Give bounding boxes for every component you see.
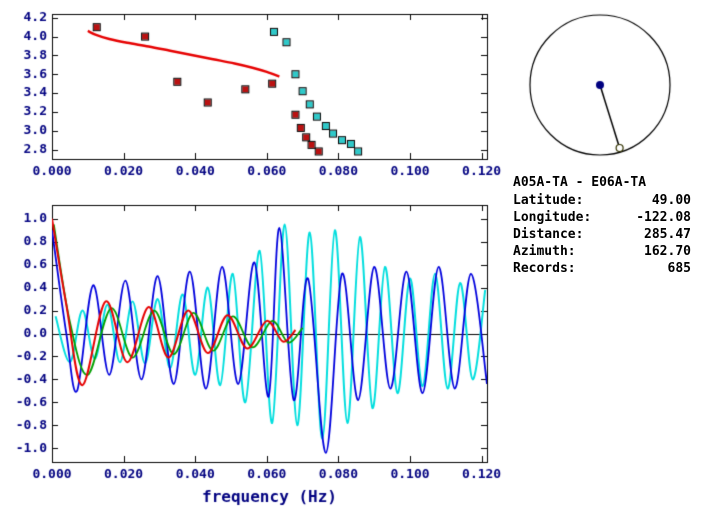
- azimuth-compass: [505, 3, 702, 173]
- dispersion-plot[interactable]: [0, 0, 520, 195]
- info-value: -122.08: [636, 210, 691, 225]
- info-row-records: Records: 685: [513, 260, 691, 277]
- station-pair-title: A05A-TA - E06A-TA: [513, 175, 647, 190]
- info-label: Latitude:: [513, 193, 584, 208]
- info-value: 285.47: [644, 227, 691, 242]
- info-value: 162.70: [644, 244, 691, 259]
- info-label: Azimuth:: [513, 244, 576, 259]
- info-row-longitude: Longitude: -122.08: [513, 209, 691, 226]
- info-value: 49.00: [651, 193, 691, 208]
- info-row-azimuth: Azimuth: 162.70: [513, 243, 691, 260]
- info-label: Records:: [513, 261, 576, 276]
- info-label: Distance:: [513, 227, 584, 242]
- info-row-distance: Distance: 285.47: [513, 226, 691, 243]
- spectrum-plot[interactable]: [0, 195, 540, 519]
- info-label: Longitude:: [513, 210, 592, 225]
- info-value: 685: [667, 261, 691, 276]
- info-row-latitude: Latitude: 49.00: [513, 192, 691, 209]
- pair-info-panel: A05A-TA - E06A-TA Latitude: 49.00 Longit…: [513, 174, 691, 277]
